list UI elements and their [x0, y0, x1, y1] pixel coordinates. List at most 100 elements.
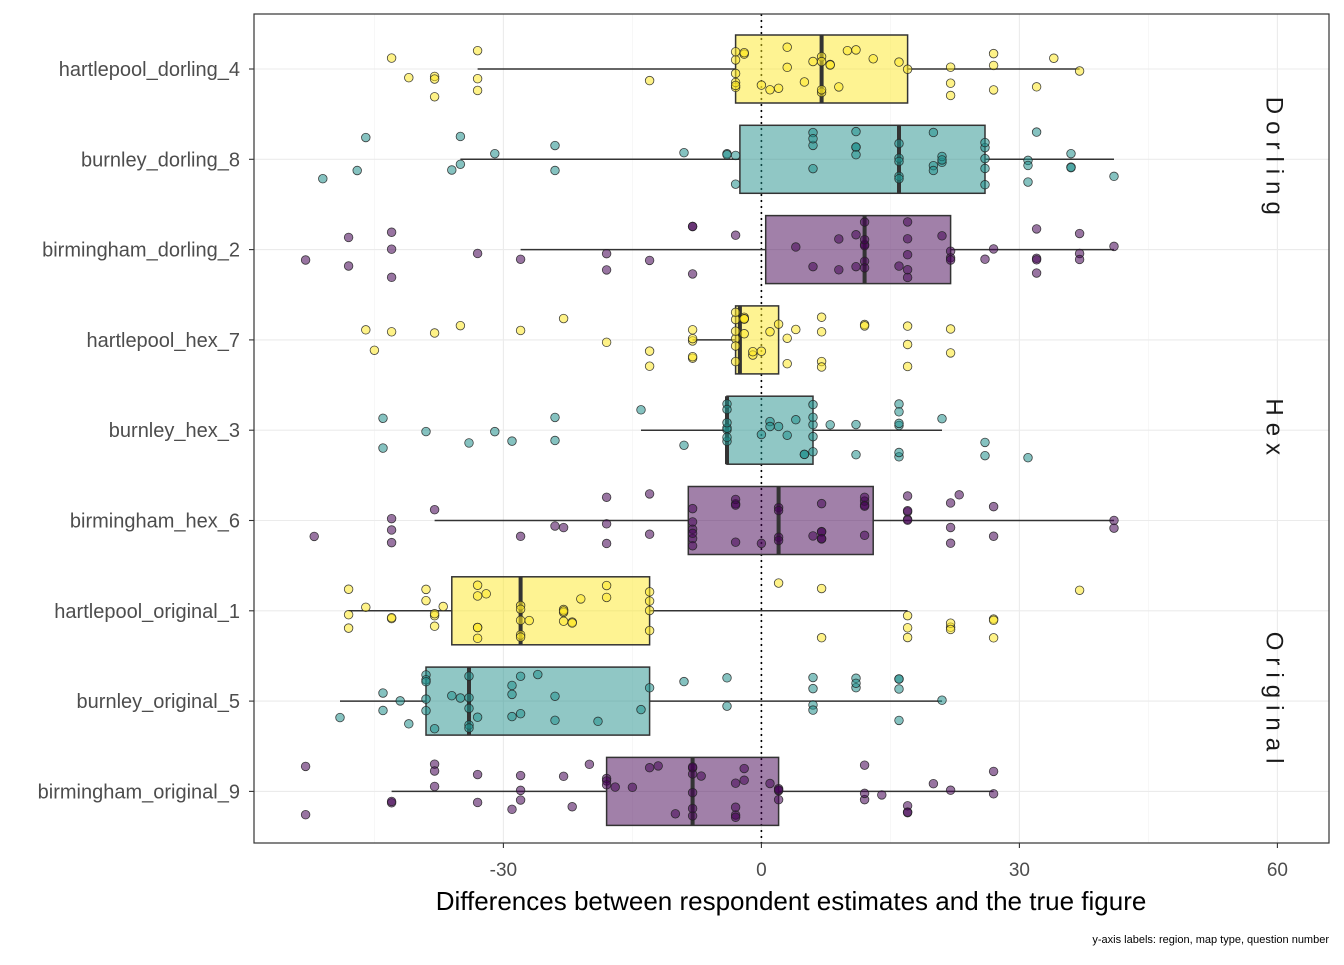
data-point — [730, 47, 741, 57]
data-point — [576, 594, 586, 604]
box-hartlepool_hex_7 — [692, 305, 780, 375]
data-point — [1031, 82, 1042, 92]
data-point — [455, 131, 466, 142]
data-point — [352, 165, 362, 176]
data-point — [395, 696, 405, 706]
y-tick-label: birmingham_original_9 — [38, 781, 240, 803]
data-point — [386, 525, 397, 535]
data-point — [730, 356, 741, 367]
data-point — [644, 763, 655, 773]
box-iqr — [734, 305, 780, 375]
y-tick-label: hartlepool_hex_7 — [87, 330, 240, 352]
x-tick-label: 0 — [756, 860, 767, 881]
x-axis-title: Differences between respondent estimates… — [436, 886, 1147, 916]
data-point — [894, 174, 904, 184]
data-point — [601, 538, 612, 549]
data-point — [644, 605, 655, 616]
data-point — [558, 522, 569, 533]
data-point — [765, 421, 775, 432]
data-point — [730, 179, 741, 189]
data-point — [1109, 241, 1119, 252]
data-point — [816, 533, 827, 544]
data-point — [507, 680, 517, 691]
data-point — [386, 613, 397, 623]
data-point — [601, 592, 612, 603]
data-point — [550, 165, 560, 176]
data-point — [584, 759, 595, 770]
data-point — [472, 73, 483, 84]
data-point — [730, 307, 741, 318]
data-point — [928, 778, 939, 789]
data-point — [601, 337, 612, 348]
data-point — [730, 537, 741, 547]
data-point — [429, 621, 440, 631]
data-point — [816, 633, 827, 643]
x-tick-label: 30 — [1009, 860, 1030, 881]
data-point — [765, 778, 775, 789]
data-point — [361, 602, 371, 612]
data-point — [515, 325, 526, 336]
data-point — [429, 609, 440, 619]
data-point — [816, 85, 827, 95]
data-point — [937, 414, 947, 424]
data-point — [902, 515, 913, 525]
data-point — [877, 790, 887, 800]
data-point — [808, 705, 818, 715]
data-point — [851, 419, 861, 430]
data-point — [945, 255, 956, 265]
data-point — [945, 348, 956, 358]
data-point — [799, 77, 810, 87]
data-point — [773, 578, 784, 588]
data-point — [515, 708, 526, 719]
data-point — [945, 522, 956, 533]
data-point — [515, 615, 526, 626]
data-point — [378, 413, 388, 423]
data-point — [601, 780, 612, 790]
data-point — [773, 785, 784, 795]
data-point — [954, 490, 964, 500]
data-point — [816, 56, 827, 67]
data-point — [515, 632, 526, 642]
data-point — [687, 503, 698, 514]
data-point — [791, 415, 801, 425]
data-point — [378, 688, 388, 698]
data-point — [464, 703, 474, 714]
data-point — [894, 261, 904, 271]
data-point — [515, 671, 526, 682]
data-point — [386, 327, 397, 337]
data-point — [472, 769, 483, 780]
data-point — [558, 313, 569, 324]
data-point — [894, 138, 904, 149]
data-point — [816, 327, 827, 337]
data-point — [318, 174, 328, 184]
data-point — [739, 48, 749, 58]
data-point — [601, 580, 612, 591]
data-point — [515, 785, 526, 796]
data-point — [730, 802, 741, 812]
facet-label-dorling: Dorling — [1261, 97, 1288, 222]
data-point — [894, 715, 904, 726]
data-point — [765, 327, 775, 337]
data-point — [756, 538, 767, 549]
data-point — [361, 325, 371, 335]
data-point — [429, 505, 440, 515]
data-point — [894, 684, 904, 694]
data-point — [988, 766, 999, 777]
data-point — [834, 234, 844, 244]
data-point — [988, 85, 999, 95]
data-point — [300, 810, 311, 820]
data-point — [421, 676, 431, 687]
data-point — [834, 265, 844, 275]
data-point — [421, 595, 431, 606]
data-point — [988, 789, 999, 799]
data-point — [945, 90, 956, 101]
data-point — [730, 326, 741, 336]
x-axis: -30 0 30 60 — [490, 843, 1288, 881]
data-point — [601, 265, 612, 275]
x-tick-label: 60 — [1267, 860, 1288, 881]
data-point — [808, 531, 818, 541]
data-point — [808, 412, 818, 423]
data-point — [369, 345, 380, 355]
y-tick-label: burnley_dorling_8 — [81, 149, 240, 171]
